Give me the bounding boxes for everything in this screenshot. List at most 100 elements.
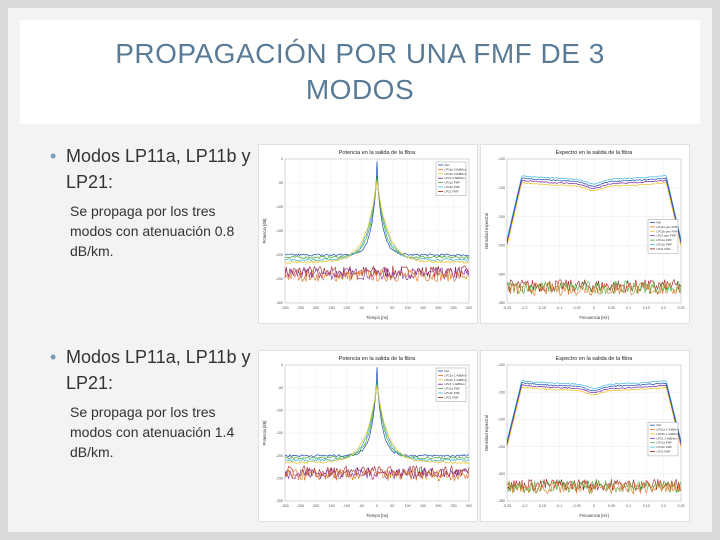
x-axis-label: Frecuencia [Hz] bbox=[579, 315, 608, 320]
y-tick-label: -200 bbox=[276, 253, 283, 257]
legend-entry: Ref bbox=[657, 423, 662, 427]
legend-entry: LP21 FMF bbox=[657, 247, 671, 251]
y-axis-label: Potencia [dB] bbox=[262, 219, 267, 244]
x-tick-label: -50 bbox=[359, 504, 364, 508]
legend-entry: LP11b 1.4dB/km bbox=[445, 378, 467, 382]
y-axis-label: Potencia [dB] bbox=[262, 421, 267, 446]
legend-entry: LP21 gen FMF bbox=[657, 234, 677, 238]
x-tick-label: 0.25 bbox=[678, 306, 685, 310]
x-tick-label: -50 bbox=[359, 306, 364, 310]
x-tick-label: 0 bbox=[593, 306, 595, 310]
legend-box bbox=[647, 219, 679, 254]
x-tick-label: 100 bbox=[405, 504, 411, 508]
legend-entry: LP11b FMF bbox=[445, 185, 461, 189]
chart-title: Espectro en la salida de la fibra bbox=[556, 150, 634, 156]
x-tick-label: 0.15 bbox=[643, 504, 650, 508]
time-chart-2: Potencia en la salida de la fibra -300 -25… bbox=[258, 350, 478, 522]
spectrum-chart-2: Espectro en la salida de la fibra -0.25 -0… bbox=[480, 350, 690, 522]
series-noise-line bbox=[284, 269, 470, 283]
x-tick-label: -0.05 bbox=[572, 504, 580, 508]
legend-entry: LP11a FMF bbox=[657, 441, 673, 445]
series-noise-line bbox=[506, 282, 682, 296]
bullet-marker: • bbox=[50, 146, 57, 166]
series-line bbox=[506, 384, 682, 446]
x-tick-label: -250 bbox=[297, 306, 304, 310]
legend-entry: LP11a gen FMF bbox=[657, 225, 678, 229]
series-noise-line bbox=[284, 467, 470, 480]
y-tick-label: -300 bbox=[276, 301, 283, 305]
series-noise-line bbox=[284, 267, 470, 281]
y-tick-label: -100 bbox=[276, 409, 283, 413]
x-tick-label: -100 bbox=[343, 504, 350, 508]
title-box: PROPAGACIÓN POR UNA FMF DE 3 MODOS bbox=[20, 20, 700, 124]
x-axis-label: Tiempo [ns] bbox=[366, 315, 388, 320]
series-line bbox=[506, 380, 682, 441]
chart-title: Espectro en la salida de la fibra bbox=[556, 356, 634, 362]
series-noise-line bbox=[284, 468, 470, 482]
bullet-2: • Modos LP11a, LP11b y LP21: bbox=[50, 344, 260, 396]
chart-title: Potencia en la salida de la fibra bbox=[339, 150, 416, 156]
legend-entry: LP11a 1.4dB/km bbox=[657, 428, 679, 432]
x-tick-label: -0.15 bbox=[538, 306, 546, 310]
spectrum-chart-1: Espectro en la salida de la fibra -0.25 -0… bbox=[480, 144, 690, 324]
x-tick-label: 200 bbox=[435, 306, 441, 310]
y-tick-label: -200 bbox=[276, 454, 283, 458]
x-tick-label: 300 bbox=[466, 306, 472, 310]
legend-entry: LP11a 1.4dB/km bbox=[445, 373, 467, 377]
series-line bbox=[506, 382, 682, 443]
legend-box bbox=[435, 367, 467, 402]
series-noise-line bbox=[506, 280, 682, 295]
y-tick-label: -250 bbox=[498, 445, 505, 449]
x-tick-label: 100 bbox=[405, 306, 411, 310]
legend-entry: LP21 FMF bbox=[445, 395, 459, 399]
x-tick-label: 0.15 bbox=[643, 306, 650, 310]
y-axis-label: Densidad espectral bbox=[484, 415, 489, 451]
x-tick-label: -0.1 bbox=[556, 306, 562, 310]
series-line bbox=[506, 181, 682, 247]
x-tick-label: -0.2 bbox=[521, 504, 527, 508]
chart-title: Potencia en la salida de la fibra bbox=[339, 356, 416, 362]
x-tick-label: -0.05 bbox=[572, 306, 580, 310]
x-tick-label: 250 bbox=[451, 504, 457, 508]
legend-entry: LP11a 0.8dB/km bbox=[445, 167, 467, 171]
legend-entry: LP21 0.8dB/km bbox=[445, 176, 466, 180]
x-tick-label: -0.25 bbox=[503, 306, 511, 310]
y-tick-label: -300 bbox=[276, 499, 283, 503]
y-tick-label: 0 bbox=[281, 363, 283, 367]
legend-entry: LP21 1.4dB/km bbox=[445, 382, 466, 386]
x-tick-label: 0.1 bbox=[626, 504, 631, 508]
series-line bbox=[284, 179, 470, 264]
x-tick-label: -150 bbox=[327, 504, 334, 508]
series-line bbox=[506, 175, 682, 240]
series-line bbox=[284, 384, 470, 465]
y-tick-label: -350 bbox=[498, 499, 505, 503]
x-tick-label: 0.1 bbox=[626, 306, 631, 310]
y-tick-label: -250 bbox=[276, 477, 283, 481]
legend-box bbox=[435, 161, 467, 196]
x-tick-label: 0.05 bbox=[608, 306, 615, 310]
legend-entry: LP11a FMF bbox=[657, 238, 673, 242]
legend-entry: Ref bbox=[657, 220, 662, 224]
y-tick-label: -100 bbox=[498, 363, 505, 367]
legend-entry: LP21 FMF bbox=[445, 189, 459, 193]
y-tick-label: -100 bbox=[498, 157, 505, 161]
x-tick-label: -200 bbox=[312, 504, 319, 508]
x-tick-label: 150 bbox=[420, 504, 426, 508]
legend-entry: Ref bbox=[445, 369, 450, 373]
series-line bbox=[284, 175, 470, 260]
y-tick-label: -150 bbox=[276, 431, 283, 435]
legend-entry: Ref bbox=[445, 163, 450, 167]
x-tick-label: 200 bbox=[435, 504, 441, 508]
y-tick-label: -300 bbox=[498, 472, 505, 476]
legend-entry: LP11b 1.4dB/km bbox=[657, 432, 679, 436]
series-line bbox=[284, 382, 470, 462]
y-tick-label: 0 bbox=[281, 157, 283, 161]
series-line bbox=[284, 178, 470, 262]
series-noise-line bbox=[506, 481, 682, 495]
x-axis-label: Frecuencia [Hz] bbox=[579, 513, 608, 518]
x-tick-label: -300 bbox=[281, 306, 288, 310]
x-axis-label: Tiempo [ns] bbox=[366, 513, 388, 518]
x-tick-label: 0.05 bbox=[608, 504, 615, 508]
series-line bbox=[506, 177, 682, 242]
x-tick-label: -0.1 bbox=[556, 504, 562, 508]
